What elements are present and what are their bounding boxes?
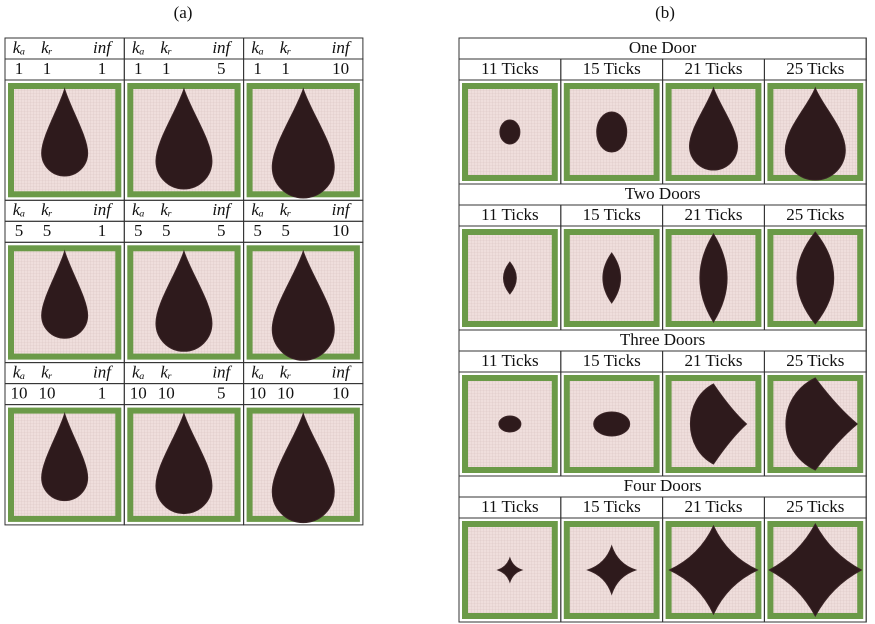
parameter-value: 1 [134, 59, 143, 78]
column-header: inf [332, 38, 352, 57]
column-header: 11 Ticks [481, 59, 538, 78]
column-header: kₐ [132, 363, 145, 382]
panel-label: (b) [655, 3, 675, 22]
parameter-value: 5 [43, 221, 52, 240]
parameter-value: 10 [11, 384, 28, 403]
column-header: inf [332, 200, 352, 219]
parameter-value: 5 [15, 221, 24, 240]
column-header: inf [332, 363, 352, 382]
column-header: 21 Ticks [684, 205, 742, 224]
parameter-value: 10 [158, 384, 175, 403]
parameter-value: 1 [43, 59, 52, 78]
column-header: kᵣ [41, 363, 53, 382]
blob [594, 412, 630, 436]
column-header: kᵣ [280, 363, 292, 382]
parameter-value: 1 [98, 384, 107, 403]
figure: (a) (b) kₐkᵣinf111kₐkᵣinf115kₐkᵣinf1110k… [0, 0, 875, 624]
column-header: kₐ [251, 363, 264, 382]
parameter-value: 1 [98, 221, 107, 240]
section-title: Three Doors [620, 330, 705, 349]
column-header: 25 Ticks [786, 497, 844, 516]
column-header: kₐ [251, 38, 264, 57]
parameter-value: 1 [15, 59, 24, 78]
column-header: inf [212, 363, 232, 382]
parameter-value: 5 [134, 221, 143, 240]
column-header: inf [212, 38, 232, 57]
column-header: kᵣ [160, 363, 172, 382]
section-title: Four Doors [624, 476, 702, 495]
column-header: kₐ [132, 38, 145, 57]
column-header: 25 Ticks [786, 205, 844, 224]
column-header: kᵣ [280, 200, 292, 219]
column-header: kₐ [13, 363, 26, 382]
column-header: kᵣ [160, 200, 172, 219]
parameter-value: 1 [253, 59, 262, 78]
parameter-value: 5 [217, 384, 226, 403]
parameter-value: 1 [281, 59, 290, 78]
column-header: 21 Ticks [684, 497, 742, 516]
parameter-value: 10 [332, 221, 349, 240]
parameter-value: 5 [217, 59, 226, 78]
parameter-value: 10 [332, 384, 349, 403]
parameter-value: 1 [98, 59, 107, 78]
column-header: 25 Ticks [786, 59, 844, 78]
column-header: inf [212, 200, 232, 219]
parameter-value: 10 [39, 384, 56, 403]
blob [500, 120, 520, 144]
parameter-value: 5 [253, 221, 262, 240]
column-header: kₐ [251, 200, 264, 219]
parameter-value: 5 [162, 221, 171, 240]
column-header: kₐ [132, 200, 145, 219]
column-header: inf [93, 200, 113, 219]
column-header: kᵣ [280, 38, 292, 57]
column-header: kₐ [13, 38, 26, 57]
column-header: 15 Ticks [583, 205, 641, 224]
parameter-value: 10 [130, 384, 147, 403]
parameter-value: 1 [162, 59, 171, 78]
column-header: inf [93, 38, 113, 57]
column-header: 11 Ticks [481, 351, 538, 370]
parameter-value: 10 [332, 59, 349, 78]
parameter-value: 5 [281, 221, 290, 240]
panel-label: (a) [174, 3, 193, 22]
parameter-value: 10 [277, 384, 294, 403]
blob [597, 112, 627, 152]
column-header: kᵣ [41, 38, 53, 57]
column-header: 21 Ticks [684, 351, 742, 370]
blob [499, 416, 521, 432]
column-header: kᵣ [160, 38, 172, 57]
column-header: 15 Ticks [583, 497, 641, 516]
column-header: 21 Ticks [684, 59, 742, 78]
parameter-value: 5 [217, 221, 226, 240]
column-header: 15 Ticks [583, 351, 641, 370]
column-header: kₐ [13, 200, 26, 219]
column-header: kᵣ [41, 200, 53, 219]
column-header: 11 Ticks [481, 205, 538, 224]
column-header: 11 Ticks [481, 497, 538, 516]
parameter-value: 10 [249, 384, 266, 403]
column-header: inf [93, 363, 113, 382]
column-header: 25 Ticks [786, 351, 844, 370]
section-title: One Door [629, 38, 697, 57]
section-title: Two Doors [625, 184, 701, 203]
column-header: 15 Ticks [583, 59, 641, 78]
